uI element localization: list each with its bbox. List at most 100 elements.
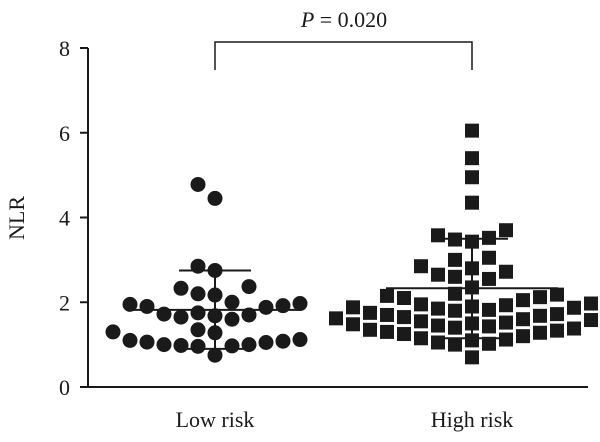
low-risk-point: [122, 296, 138, 312]
high-risk-point: [380, 288, 394, 303]
low-risk-point: [224, 311, 240, 327]
high-risk-point: [499, 298, 513, 313]
category-label-high-risk: High risk: [431, 407, 514, 432]
high-risk-point: [499, 264, 513, 279]
y-tick-label: 2: [59, 290, 70, 315]
p-symbol: P: [300, 7, 314, 32]
low-risk-point: [173, 280, 189, 296]
high-risk-point: [499, 332, 513, 347]
y-tick-label: 4: [59, 206, 70, 231]
high-risk-point: [533, 325, 547, 340]
data-points: [105, 123, 598, 365]
p-value-annotation: P = 0.020: [300, 7, 387, 32]
high-risk-point: [397, 310, 411, 325]
low-risk-point: [156, 306, 172, 322]
high-risk-point: [550, 323, 564, 338]
high-risk-point: [431, 267, 445, 282]
low-risk-point: [224, 294, 240, 310]
low-risk-point: [241, 337, 257, 353]
high-risk-point: [550, 307, 564, 322]
high-risk-point: [482, 250, 496, 265]
high-risk-point: [448, 303, 462, 318]
p-value: = 0.020: [314, 7, 387, 32]
high-risk-point: [465, 350, 479, 365]
y-tick-label: 6: [59, 121, 70, 146]
high-risk-point: [363, 305, 377, 320]
low-risk-point: [224, 338, 240, 354]
high-risk-point: [448, 337, 462, 352]
low-risk-point: [190, 258, 206, 274]
high-risk-point: [397, 327, 411, 342]
low-risk-point: [105, 324, 121, 340]
low-risk-point: [292, 332, 308, 348]
high-risk-point: [397, 291, 411, 306]
high-risk-point: [448, 286, 462, 301]
high-risk-point: [465, 123, 479, 138]
low-risk-point: [190, 286, 206, 302]
high-risk-point: [465, 151, 479, 166]
high-risk-point: [482, 271, 496, 286]
high-risk-point: [567, 321, 581, 336]
high-risk-point: [482, 319, 496, 334]
high-risk-point: [414, 314, 428, 329]
low-risk-point: [156, 337, 172, 353]
high-risk-point: [431, 318, 445, 333]
low-risk-point: [190, 338, 206, 354]
high-risk-point: [465, 195, 479, 210]
high-risk-point: [499, 315, 513, 330]
high-risk-point: [567, 300, 581, 315]
category-label-low-risk: Low risk: [176, 407, 255, 432]
high-risk-point: [516, 293, 530, 308]
low-risk-point: [241, 307, 257, 323]
high-risk-point: [329, 311, 343, 326]
high-risk-point: [584, 313, 598, 328]
low-risk-point: [139, 298, 155, 314]
low-risk-point: [258, 335, 274, 351]
low-risk-point: [190, 176, 206, 192]
low-risk-point: [275, 333, 291, 349]
y-axis-ticks: 0 2 4 6 8: [59, 36, 88, 400]
significance-bracket: [214, 41, 473, 70]
y-tick-label: 8: [59, 36, 70, 61]
high-risk-point: [414, 297, 428, 312]
low-risk-point: [241, 279, 257, 295]
high-risk-point: [380, 307, 394, 322]
high-risk-point: [414, 259, 428, 274]
low-risk-point: [122, 332, 138, 348]
high-risk-point: [482, 336, 496, 351]
high-risk-point: [482, 302, 496, 317]
low-risk-point: [292, 296, 308, 312]
low-risk-point: [275, 298, 291, 314]
high-risk-point: [448, 269, 462, 284]
high-risk-point: [346, 300, 360, 315]
low-risk-point: [258, 299, 274, 315]
y-tick-label: 0: [59, 375, 70, 400]
low-risk-point: [207, 347, 223, 363]
error-bars: [129, 237, 558, 350]
high-risk-point: [363, 322, 377, 337]
low-risk-point: [207, 190, 223, 206]
y-axis-title: NLR: [4, 196, 29, 240]
low-risk-point: [190, 322, 206, 338]
low-risk-point: [173, 309, 189, 325]
high-risk-point: [465, 170, 479, 185]
high-risk-point: [346, 317, 360, 332]
high-risk-point: [431, 228, 445, 243]
high-risk-point: [533, 290, 547, 305]
high-risk-point: [516, 312, 530, 327]
high-risk-point: [533, 308, 547, 323]
high-risk-point: [584, 296, 598, 311]
low-risk-point: [173, 337, 189, 353]
low-risk-point: [139, 334, 155, 350]
high-risk-point: [516, 329, 530, 344]
high-risk-point: [499, 223, 513, 238]
high-risk-point: [550, 287, 564, 302]
high-risk-point: [465, 333, 479, 348]
high-risk-point: [431, 301, 445, 316]
high-risk-point: [448, 252, 462, 267]
high-risk-point: [448, 320, 462, 335]
high-risk-point: [414, 331, 428, 346]
low-risk-point: [190, 305, 206, 321]
high-risk-point: [380, 324, 394, 339]
